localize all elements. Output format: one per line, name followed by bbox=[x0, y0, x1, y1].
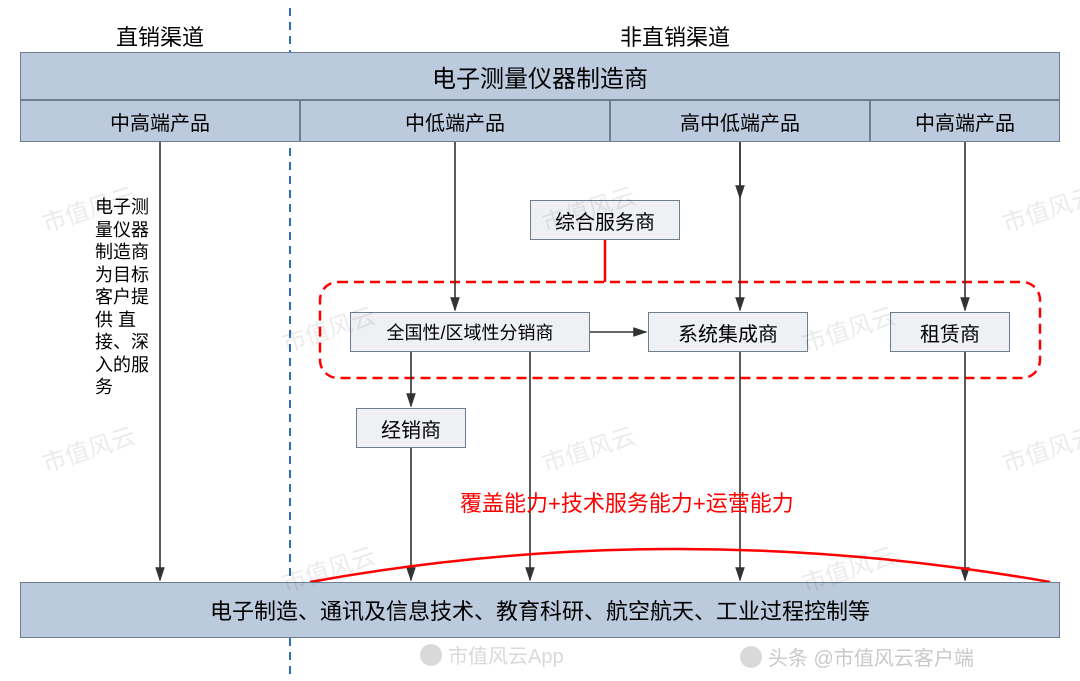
topbar-title: 电子测量仪器制造商 bbox=[20, 52, 1060, 100]
col-2-text: 高中低端产品 bbox=[680, 107, 800, 136]
logo-icon bbox=[420, 644, 442, 666]
red-label: 覆盖能力+技术服务能力+运营能力 bbox=[460, 486, 794, 518]
node-integrator: 系统集成商 bbox=[648, 312, 808, 352]
credit-head-text: 头条 @市值风云客户端 bbox=[768, 642, 974, 671]
bottom-bar-text: 电子制造、通讯及信息技术、教育科研、航空航天、工业过程控制等 bbox=[210, 594, 870, 626]
logo-icon bbox=[740, 646, 762, 668]
col-0: 中高端产品 bbox=[20, 100, 300, 142]
node-lessor: 租赁商 bbox=[890, 312, 1010, 352]
node-integrator-text: 系统集成商 bbox=[678, 318, 778, 347]
credit-app-text: 市值风云App bbox=[448, 640, 564, 669]
col-3: 中高端产品 bbox=[870, 100, 1060, 142]
node-distributor-text: 全国性/区域性分销商 bbox=[386, 319, 553, 345]
header-indirect: 非直销渠道 bbox=[620, 20, 730, 52]
col-0-text: 中高端产品 bbox=[110, 107, 210, 136]
col-2: 高中低端产品 bbox=[610, 100, 870, 142]
diagram-stage: { "headers": { "direct": "直销渠道", "indire… bbox=[0, 0, 1080, 681]
node-composite-text: 综合服务商 bbox=[555, 206, 655, 235]
col-3-text: 中高端产品 bbox=[915, 107, 1015, 136]
credit-head: 头条 @市值风云客户端 bbox=[740, 642, 974, 671]
header-direct: 直销渠道 bbox=[116, 20, 204, 52]
credit-app: 市值风云App bbox=[420, 640, 564, 669]
col-1-text: 中低端产品 bbox=[405, 107, 505, 136]
node-dealer: 经销商 bbox=[356, 408, 466, 448]
side-note: 电子测量仪器制造商为目标客户提供 直接、深入的服务 bbox=[95, 196, 149, 399]
col-1: 中低端产品 bbox=[300, 100, 610, 142]
topbar-title-text: 电子测量仪器制造商 bbox=[432, 59, 648, 94]
node-composite: 综合服务商 bbox=[530, 200, 680, 240]
bottom-bar: 电子制造、通讯及信息技术、教育科研、航空航天、工业过程控制等 bbox=[20, 582, 1060, 638]
node-distributor: 全国性/区域性分销商 bbox=[350, 312, 590, 352]
node-dealer-text: 经销商 bbox=[381, 414, 441, 443]
node-lessor-text: 租赁商 bbox=[920, 318, 980, 347]
